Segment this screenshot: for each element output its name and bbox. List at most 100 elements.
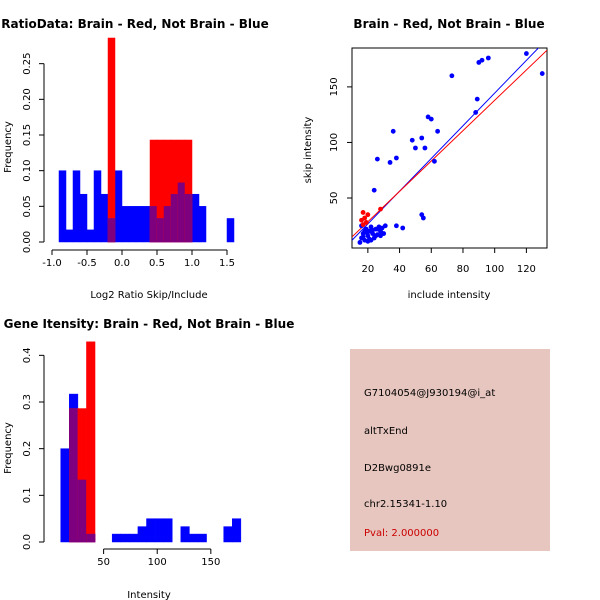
scatter-x-tick-label-1: 40 bbox=[393, 264, 406, 275]
scatter-point-brain-2 bbox=[359, 217, 364, 223]
intensity-x-tick-label-1: 100 bbox=[148, 557, 167, 568]
ratio-x-tick-label-4: 1.0 bbox=[184, 258, 200, 269]
ratio-histogram-xlabel: Log2 Ratio Skip/Include bbox=[90, 290, 207, 301]
ratio-bar-overlap-5 bbox=[177, 182, 186, 243]
intensity-y-tick-label-3: 0.3 bbox=[22, 394, 33, 410]
scatter-point-notbrain-24 bbox=[365, 238, 371, 244]
scatter-point-notbrain-26 bbox=[374, 226, 380, 232]
ratio-x-tick-label-1: -0.5 bbox=[77, 258, 97, 269]
probe-id-text: G7104054@J930194@i_at bbox=[364, 388, 495, 399]
ratio-bar-brain-0 bbox=[107, 37, 116, 243]
ratio-y-tick-label-1: 0.05 bbox=[22, 195, 33, 217]
ratio-histogram-bars bbox=[58, 37, 235, 243]
ratio-bar-notbrain-6 bbox=[100, 193, 109, 243]
ratio-bar-notbrain-3 bbox=[79, 193, 88, 243]
scatter-point-notbrain-32 bbox=[390, 128, 396, 134]
scatter-point-notbrain-52 bbox=[420, 215, 426, 221]
intensity-bar-notbrain-6 bbox=[129, 533, 139, 543]
intensity-bar-notbrain-10 bbox=[163, 518, 173, 543]
scatter-point-notbrain-45 bbox=[476, 60, 482, 65]
ratio-bar-notbrain-9 bbox=[121, 206, 130, 243]
intensity-histogram-axes: 50 100 150 0.0 0.1 0.2 0.3 0.4 bbox=[22, 347, 220, 568]
ratio-y-tick-label-0: 0.00 bbox=[22, 231, 33, 253]
scatter-fit-lines bbox=[352, 48, 547, 241]
scatter-point-brain-6 bbox=[360, 222, 366, 228]
scatter-plot-frame bbox=[351, 47, 548, 249]
ratio-bar-overlap-6 bbox=[184, 193, 193, 243]
ratio-x-tick-label-2: 0.0 bbox=[114, 258, 130, 269]
scatter-point-notbrain-18 bbox=[360, 234, 366, 240]
scatter-point-notbrain-34 bbox=[413, 145, 418, 151]
scatter-x-tick-label-2: 60 bbox=[425, 264, 438, 275]
scatter-point-notbrain-25 bbox=[368, 224, 374, 230]
ratio-y-tick-label-5: 0.25 bbox=[22, 53, 33, 75]
intensity-bar-notbrain-9 bbox=[154, 518, 164, 543]
intensity-bar-notbrain-14 bbox=[223, 526, 233, 543]
scatter-point-brain-0 bbox=[360, 210, 366, 215]
scatter-point-notbrain-31 bbox=[393, 155, 399, 161]
ratio-histogram-panel: RatioData: Brain - Red, Not Brain - Blue… bbox=[1, 17, 268, 301]
ratio-bar-notbrain-2 bbox=[72, 170, 81, 243]
ratio-bar-overlap-2 bbox=[156, 218, 165, 243]
ratio-bar-notbrain-4 bbox=[86, 229, 95, 243]
intensity-bar-notbrain-11 bbox=[180, 526, 190, 543]
intensity-histogram-bars bbox=[60, 341, 242, 543]
scatter-points bbox=[357, 51, 545, 245]
intensity-histogram-title: Gene Itensity: Brain - Red, Not Brain - … bbox=[4, 317, 295, 331]
ratio-y-tick-label-2: 0.10 bbox=[22, 160, 33, 182]
scatter-fit-line-red bbox=[352, 49, 547, 238]
scatter-ylabel: skip intensity bbox=[303, 117, 314, 184]
ratio-bar-notbrain-19 bbox=[191, 193, 200, 243]
intensity-histogram-panel: Gene Itensity: Brain - Red, Not Brain - … bbox=[3, 317, 294, 600]
intensity-histogram-xlabel: Intensity bbox=[127, 590, 171, 600]
ratio-y-tick-label-3: 0.15 bbox=[22, 124, 33, 146]
intensity-bar-notbrain-13 bbox=[197, 533, 207, 543]
ratio-bar-overlap-1 bbox=[149, 206, 158, 243]
ratio-x-tick-label-0: -1.0 bbox=[42, 258, 62, 269]
intensity-bar-overlap-1 bbox=[77, 479, 87, 543]
intensity-bar-notbrain-7 bbox=[137, 526, 147, 543]
scatter-axes: 20 40 60 80 100 120 50 100 150 bbox=[329, 77, 536, 275]
ratio-bar-notbrain-20 bbox=[198, 206, 207, 243]
scatter-point-notbrain-43 bbox=[474, 96, 480, 102]
ratio-x-tick-label-3: 0.5 bbox=[149, 258, 165, 269]
scatter-point-notbrain-0 bbox=[357, 240, 363, 245]
scatter-point-notbrain-41 bbox=[449, 73, 455, 79]
ratio-bar-notbrain-1 bbox=[65, 229, 74, 243]
intensity-y-tick-label-4: 0.4 bbox=[22, 347, 33, 363]
probe-info-background bbox=[350, 349, 550, 551]
scatter-point-brain-5 bbox=[378, 206, 383, 212]
intensity-scatter-panel: Brain - Red, Not Brain - Blue 20 40 60 80 10… bbox=[303, 17, 548, 301]
ratio-histogram-axes: -1.0 -0.5 0.0 0.5 1.0 1.5 0.00 0.05 0.10 0.15 0.20… bbox=[22, 53, 235, 269]
scatter-y-tick-label-1: 100 bbox=[329, 133, 340, 152]
scatter-point-notbrain-29 bbox=[374, 156, 380, 162]
scatter-point-notbrain-22 bbox=[373, 233, 379, 239]
ratio-bar-notbrain-8 bbox=[114, 170, 123, 243]
intensity-y-tick-label-2: 0.2 bbox=[22, 441, 33, 457]
intensity-bar-notbrain-12 bbox=[189, 533, 199, 543]
intensity-histogram-ylabel: Frequency bbox=[3, 422, 14, 474]
intensity-x-tick-label-0: 50 bbox=[97, 557, 110, 568]
ratio-bar-notbrain-5 bbox=[93, 170, 102, 243]
scatter-point-notbrain-49 bbox=[393, 223, 399, 229]
intensity-y-tick-label-1: 0.1 bbox=[22, 487, 33, 503]
scatter-point-notbrain-48 bbox=[523, 51, 529, 56]
scatter-point-brain-4 bbox=[365, 212, 371, 218]
gene-name-text: D2Bwg0891e bbox=[364, 463, 431, 474]
scatter-point-notbrain-17 bbox=[382, 223, 388, 229]
ratio-bar-notbrain-21 bbox=[226, 218, 235, 243]
ratio-histogram-title: RatioData: Brain - Red, Not Brain - Blue bbox=[1, 17, 268, 31]
scatter-point-notbrain-42 bbox=[473, 110, 479, 115]
scatter-point-notbrain-30 bbox=[387, 160, 393, 165]
scatter-point-notbrain-46 bbox=[485, 55, 491, 61]
ratio-histogram-ylabel: Frequency bbox=[3, 121, 14, 173]
scatter-point-notbrain-27 bbox=[378, 233, 383, 239]
ratio-bar-overlap-0 bbox=[107, 218, 116, 243]
scatter-point-notbrain-50 bbox=[400, 225, 406, 231]
ratio-bar-overlap-4 bbox=[170, 193, 179, 243]
scatter-point-notbrain-40 bbox=[435, 128, 441, 134]
ratio-bar-notbrain-0 bbox=[58, 170, 67, 243]
intensity-bar-overlap-0 bbox=[69, 408, 79, 543]
scatter-point-notbrain-33 bbox=[409, 137, 415, 143]
